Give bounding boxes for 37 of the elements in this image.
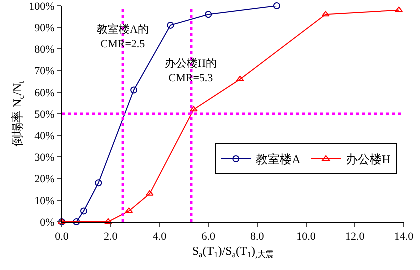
- x-tick-label: 14.0: [394, 231, 414, 244]
- legend-label: 办公楼H: [346, 152, 392, 167]
- point: [236, 76, 244, 82]
- y-tick-label: 60%: [34, 87, 55, 100]
- y-tick-label: 10%: [34, 195, 55, 208]
- point: [73, 218, 80, 226]
- y-tick-label: 40%: [34, 130, 55, 142]
- point: [146, 190, 154, 196]
- point: [130, 86, 138, 94]
- point: [273, 2, 280, 10]
- point: [167, 22, 174, 29]
- y-tick-label: 20%: [34, 174, 55, 186]
- x-tick-label: 6.0: [202, 231, 216, 244]
- point: [125, 208, 134, 214]
- text: S$_{a}$(T$_{1}$)/S$_{a}$(T$_{1}$)$_{,大震}$: [192, 244, 274, 260]
- y-tick-label: 0%: [40, 216, 55, 229]
- y-tick-label: 70%: [34, 66, 55, 78]
- annotation: 教室楼A的 CMR=2.5: [97, 23, 149, 50]
- y-tick-label: 90%: [34, 22, 55, 34]
- x-tick-label: 2.0: [104, 231, 118, 244]
- x-tick-label: 10.0: [296, 231, 316, 244]
- y-tick-label: 100%: [29, 0, 55, 13]
- x-tick-label: 8.0: [250, 231, 265, 244]
- point: [205, 11, 212, 18]
- y-tick-label: 50%: [34, 108, 55, 121]
- y-tick-label: 30%: [34, 152, 55, 164]
- x-tick-label: 0.0: [55, 231, 70, 244]
- legend-label: 教室楼A: [256, 152, 302, 167]
- point: [80, 208, 88, 215]
- point: [395, 6, 404, 12]
- x-tick-label: 12.0: [346, 231, 366, 244]
- point: [95, 180, 102, 187]
- x-tick-label: 4.0: [152, 231, 168, 244]
- annotation: 办公楼H的 CMR=5.3: [165, 57, 217, 84]
- y-tick-label: 80%: [34, 44, 55, 56]
- point: [190, 106, 198, 112]
- point: [322, 11, 330, 17]
